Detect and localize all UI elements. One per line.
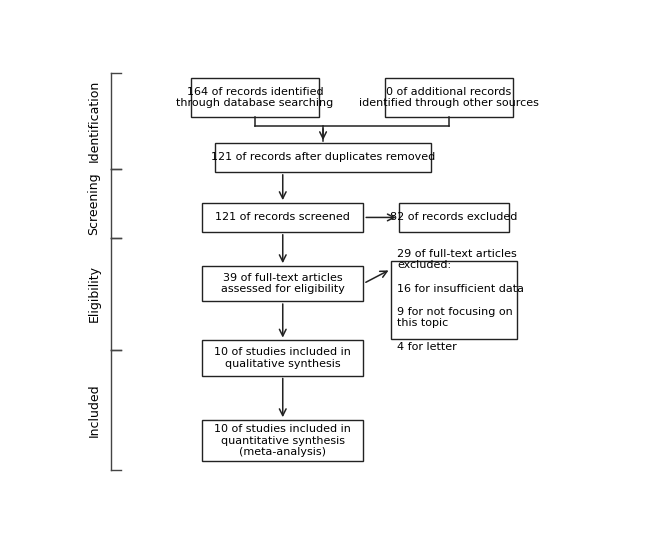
FancyBboxPatch shape — [214, 143, 432, 172]
Text: 29 of full-text articles
excluded:

16 for insufficient data

9 for not focusing: 29 of full-text articles excluded: 16 fo… — [397, 249, 524, 352]
FancyBboxPatch shape — [398, 203, 510, 232]
FancyBboxPatch shape — [391, 261, 517, 339]
Text: Included: Included — [87, 383, 100, 437]
Text: 164 of records identified
through database searching: 164 of records identified through databa… — [176, 86, 333, 108]
Text: 10 of studies included in
quantitative synthesis
(meta-analysis): 10 of studies included in quantitative s… — [214, 424, 351, 458]
Text: 121 of records after duplicates removed: 121 of records after duplicates removed — [211, 153, 436, 163]
FancyBboxPatch shape — [202, 420, 363, 461]
Text: 39 of full-text articles
assessed for eligibility: 39 of full-text articles assessed for el… — [221, 273, 344, 294]
Text: Screening: Screening — [87, 172, 100, 235]
FancyBboxPatch shape — [191, 78, 319, 117]
FancyBboxPatch shape — [385, 78, 514, 117]
Text: 121 of records screened: 121 of records screened — [215, 213, 350, 222]
Text: 0 of additional records
identified through other sources: 0 of additional records identified throu… — [359, 86, 539, 108]
Text: Identification: Identification — [87, 79, 100, 162]
FancyBboxPatch shape — [202, 340, 363, 375]
FancyBboxPatch shape — [202, 266, 363, 301]
Text: 82 of records excluded: 82 of records excluded — [391, 213, 517, 222]
Text: 10 of studies included in
qualitative synthesis: 10 of studies included in qualitative sy… — [214, 347, 351, 369]
FancyBboxPatch shape — [202, 203, 363, 232]
Text: Eligibility: Eligibility — [87, 265, 100, 322]
